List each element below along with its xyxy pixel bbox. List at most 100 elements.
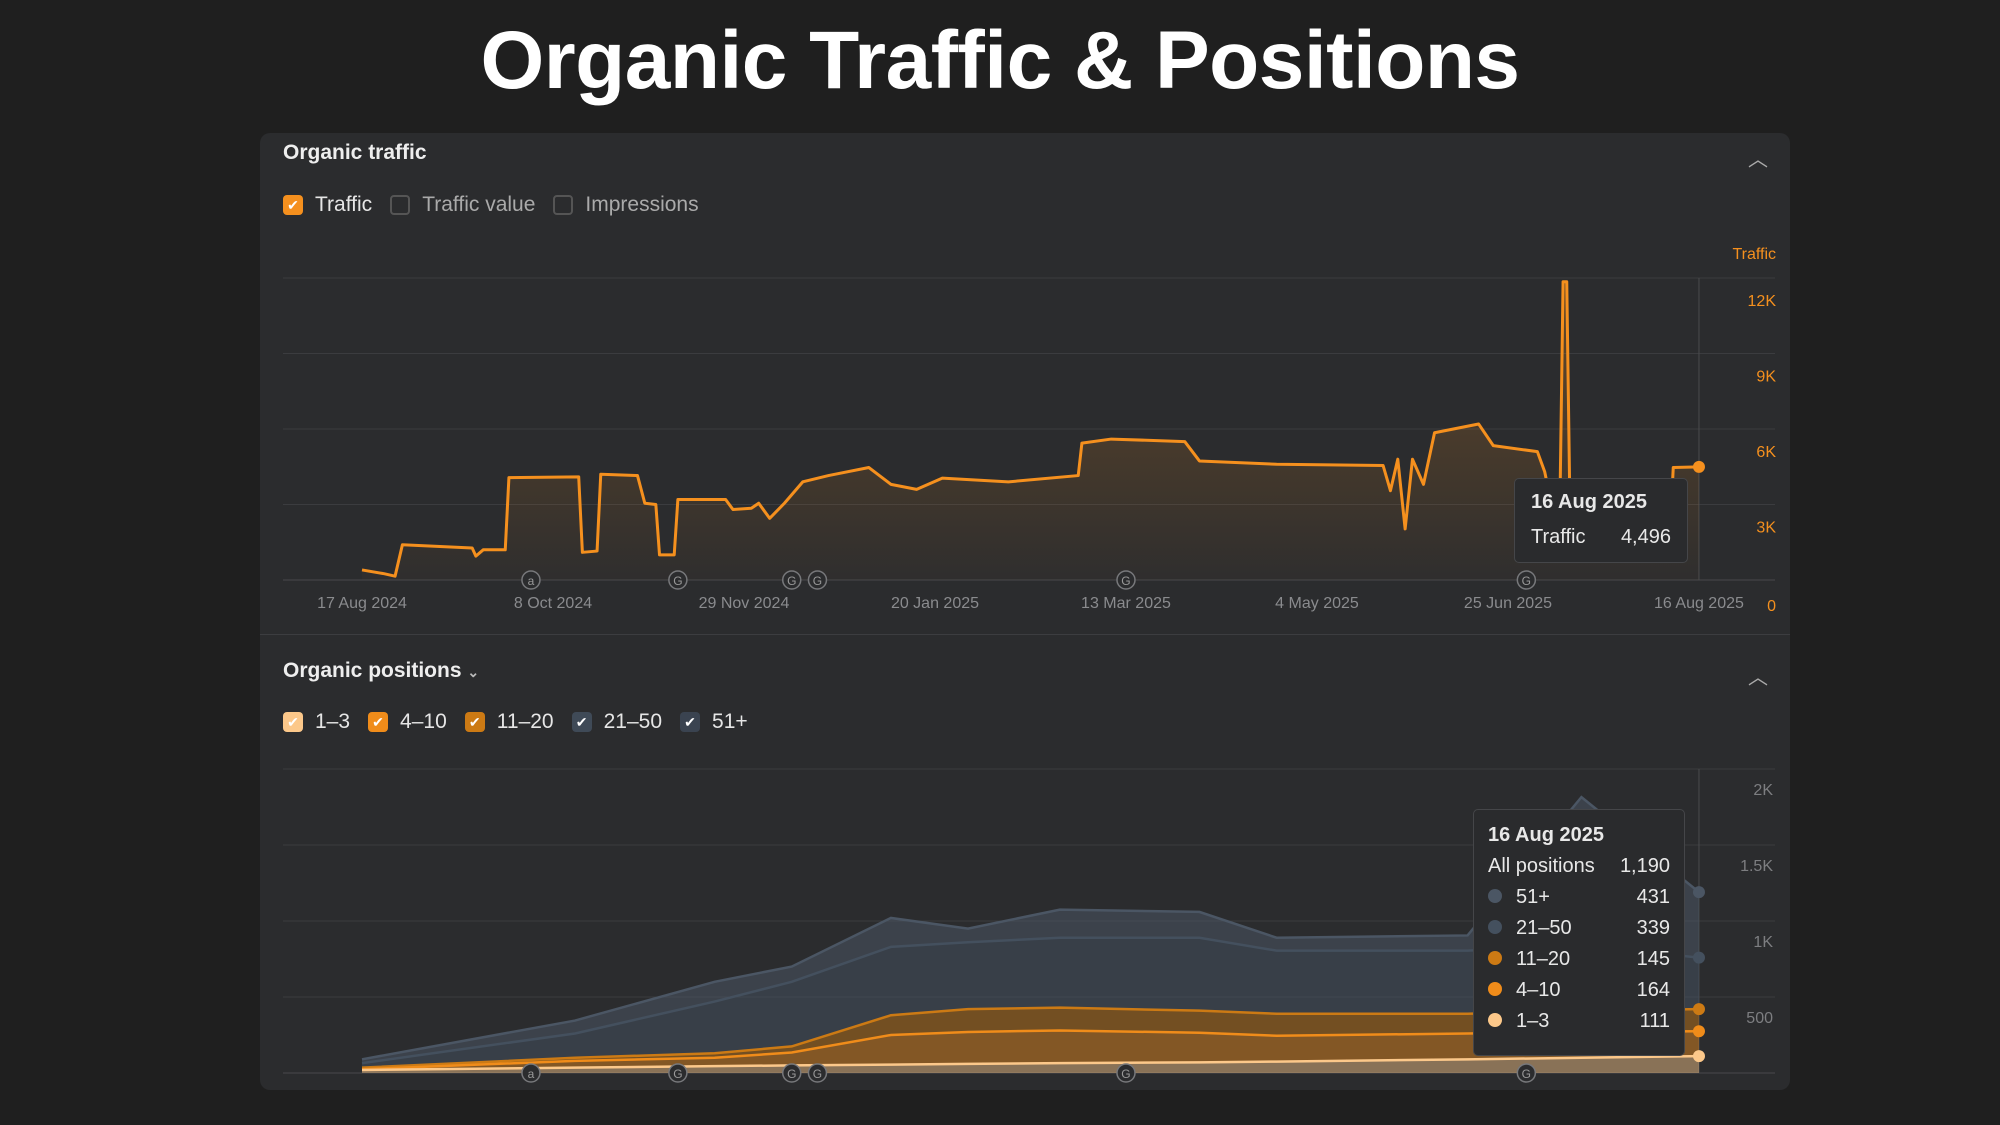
- annotation-label: a: [528, 1067, 535, 1081]
- tooltip-label: All positions: [1488, 855, 1595, 877]
- traffic-section-title: Organic traffic: [283, 141, 427, 164]
- traffic-tooltip: 16 Aug 2025 Traffic 4,496: [1514, 478, 1688, 563]
- tooltip-label: 51+: [1516, 886, 1550, 908]
- annotation-marker-icon: [521, 570, 541, 590]
- pos-4-10-checkbox[interactable]: ✔ 4–10: [368, 710, 447, 734]
- legend-label: 11–20: [496, 710, 554, 733]
- pos-11-20-checkbox[interactable]: ✔ 11–20: [464, 710, 554, 734]
- traffic-value-checkbox[interactable]: Traffic value: [390, 193, 535, 217]
- legend-label: Traffic: [315, 193, 373, 216]
- pos-1-3-checkbox[interactable]: ✔ 1–3: [283, 710, 350, 734]
- tooltip-value: 4,496: [1620, 526, 1671, 548]
- legend-label: 1–3: [315, 710, 351, 733]
- charts-canvas: 0 3K 6K 9K 12K Traffic 17 Aug 2024 8 Oct 2024 29…: [283, 246, 1777, 1083]
- annotation-label: G: [1121, 574, 1130, 588]
- point-4–10: [1692, 1025, 1705, 1038]
- y-tick-label: 2K: [1753, 782, 1773, 799]
- tooltip-label: 21–50: [1516, 917, 1572, 939]
- annotation-marker-icon: [1516, 570, 1537, 590]
- y-axis-title: Traffic: [1732, 246, 1776, 263]
- tooltip-row: 21–50 339: [1488, 917, 1670, 940]
- traffic-area: [362, 281, 1699, 580]
- tooltip-row: 4–10 164: [1488, 979, 1670, 1002]
- annotation-label: G: [673, 574, 682, 588]
- legend-label: 4–10: [400, 710, 447, 733]
- point-1–3: [1692, 1050, 1705, 1063]
- positions-title-text: Organic positions: [283, 659, 462, 682]
- checkbox-checked-icon: ✔: [680, 712, 701, 732]
- tooltip-value: 164: [1636, 979, 1670, 1001]
- y-tick-label: 500: [1746, 1010, 1773, 1027]
- annotation-label: a: [528, 574, 535, 588]
- tooltip-value: 111: [1639, 1010, 1670, 1032]
- checkbox-checked-icon: ✔: [283, 195, 303, 215]
- series-dot-icon: [1488, 951, 1502, 965]
- legend-label: Traffic value: [422, 193, 536, 216]
- x-tick-label: 17 Aug 2024: [317, 595, 407, 612]
- impressions-checkbox[interactable]: Impressions: [553, 193, 699, 217]
- checkbox-empty-icon: [390, 195, 411, 215]
- y-tick-label: 3K: [1756, 520, 1776, 537]
- annotation-marker-icon: [1116, 570, 1136, 590]
- positions-section-title[interactable]: Organic positions ⌄: [283, 659, 479, 683]
- pos-21-50-checkbox[interactable]: ✔ 21–50: [571, 710, 663, 734]
- tooltip-label: 11–20: [1516, 948, 1571, 970]
- legend-label: 21–50: [603, 710, 663, 733]
- annotation-label: G: [787, 1067, 796, 1081]
- checkbox-empty-icon: [553, 195, 574, 215]
- area-21–50: [362, 937, 1699, 1068]
- series-dot-icon: [1488, 920, 1502, 934]
- tooltip-label: 1–3: [1516, 1010, 1550, 1032]
- traffic-line: [361, 280, 1700, 578]
- page-title: Organic Traffic & Positions: [480, 15, 1520, 106]
- chevron-up-icon[interactable]: ︿: [1748, 149, 1768, 171]
- dashboard-panel: 0 3K 6K 9K 12K Traffic 17 Aug 2024 8 Oct 2024 29…: [260, 133, 1790, 1090]
- annotation-marker-icon: [807, 1063, 828, 1083]
- checkbox-checked-icon: ✔: [571, 712, 592, 732]
- y-tick-label: 0: [1767, 598, 1776, 615]
- y-tick-label: 9K: [1756, 369, 1776, 386]
- tooltip-value: 339: [1636, 917, 1670, 939]
- annotation-label: G: [787, 574, 796, 588]
- positions-legend: ✔ 1–3 ✔ 4–10 ✔ 11–20 ✔ 21–50 ✔ 51+: [283, 710, 766, 734]
- annotation-label: G: [1522, 1067, 1531, 1081]
- positions-tooltip: 16 Aug 2025 All positions 1,190 51+ 431 21–…: [1473, 809, 1685, 1056]
- area-11–20: [362, 1007, 1699, 1070]
- point-11–20: [1692, 1003, 1705, 1016]
- line-1–3: [361, 1054, 1699, 1072]
- point-21–50: [1692, 951, 1705, 964]
- checkbox-checked-icon: ✔: [368, 712, 389, 732]
- x-tick-label: 4 May 2025: [1275, 595, 1359, 612]
- annotation-marker-icon: [668, 570, 688, 590]
- annotation-marker-icon: [1516, 1063, 1537, 1083]
- annotation-marker-icon: [807, 570, 828, 590]
- chevron-up-icon[interactable]: ︿: [1748, 667, 1768, 689]
- annotation-label: G: [813, 574, 822, 588]
- annotation-marker-icon: [781, 1063, 802, 1083]
- tooltip-value: 1,190: [1619, 855, 1670, 877]
- tooltip-date: 16 Aug 2025: [1488, 824, 1604, 846]
- tooltip-label: Traffic: [1531, 526, 1586, 548]
- traffic-legend: ✔ Traffic Traffic value Impressions: [283, 193, 717, 217]
- annotation-label: G: [673, 1067, 682, 1081]
- y-tick-label: 1.5K: [1740, 858, 1773, 875]
- series-dot-icon: [1488, 889, 1502, 903]
- pos-51plus-checkbox[interactable]: ✔ 51+: [680, 710, 748, 734]
- traffic-checkbox[interactable]: ✔ Traffic: [283, 193, 372, 217]
- legend-label: 51+: [712, 710, 748, 733]
- y-tick-label: 12K: [1748, 293, 1777, 310]
- point-51+: [1692, 886, 1705, 899]
- traffic-point: [1692, 460, 1705, 473]
- tooltip-value: 431: [1636, 886, 1670, 908]
- annotation-label: G: [1121, 1067, 1130, 1081]
- tooltip-date: 16 Aug 2025: [1531, 491, 1647, 513]
- annotation-marker-icon: [781, 570, 802, 590]
- tooltip-value: 145: [1636, 948, 1670, 970]
- x-tick-label: 29 Nov 2024: [699, 595, 790, 612]
- annotation-label: G: [813, 1067, 822, 1081]
- legend-label: Impressions: [585, 193, 699, 216]
- annotation-marker-icon: [1116, 1063, 1136, 1083]
- chevron-down-icon: ⌄: [467, 664, 480, 680]
- section-divider: [260, 634, 1790, 635]
- x-tick-label: 25 Jun 2025: [1464, 595, 1552, 612]
